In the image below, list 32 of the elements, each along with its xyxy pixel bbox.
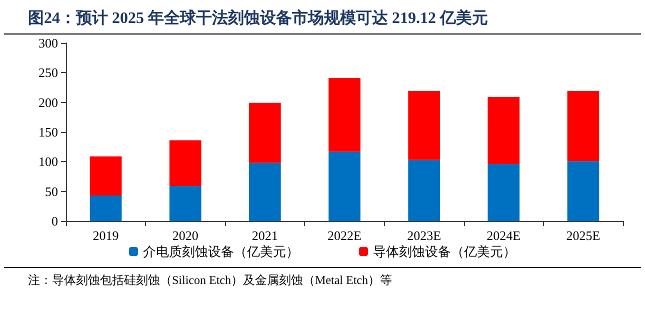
bar	[408, 91, 440, 160]
y-tick-label: 150	[38, 124, 58, 140]
legend-label: 介电质刻蚀设备（亿美元）	[143, 244, 299, 259]
y-tick-label: 100	[38, 154, 58, 170]
bar	[328, 152, 360, 221]
bar	[408, 160, 440, 221]
bar	[169, 186, 202, 221]
x-tick-label: 2020	[172, 228, 198, 243]
bar	[567, 91, 600, 162]
y-tick-label: 250	[38, 65, 58, 80]
x-tick-label: 2022E	[328, 228, 362, 243]
bar	[488, 96, 520, 164]
bar	[90, 156, 122, 196]
text: 注：导体刻蚀包括硅刻蚀（Silicon Etch）及金属刻蚀（Metal Etch）等	[4, 267, 641, 289]
bar	[249, 162, 281, 221]
y-tick-label: 0	[52, 214, 58, 228]
x-tick-label: 2021	[252, 228, 278, 243]
x-tick-label: 2023E	[407, 228, 442, 243]
bar	[90, 195, 122, 221]
bar	[249, 102, 281, 163]
y-tick-label: 50	[45, 184, 58, 199]
x-tick-label: 2024E	[486, 228, 521, 243]
x-tick-label: 2025E	[566, 228, 600, 243]
y-tick-label: 300	[38, 36, 58, 50]
bar	[328, 78, 360, 152]
chart-title: 图24：预计 2025 年全球干法刻蚀设备市场规模可达 219.12 亿美元	[4, 4, 641, 35]
bar	[169, 140, 202, 186]
y-tick-label: 200	[38, 94, 58, 110]
bar	[567, 161, 600, 221]
legend-label: 导体刻蚀设备（亿美元）	[373, 244, 516, 259]
bar	[488, 164, 520, 221]
x-tick-label: 2019	[92, 228, 119, 243]
